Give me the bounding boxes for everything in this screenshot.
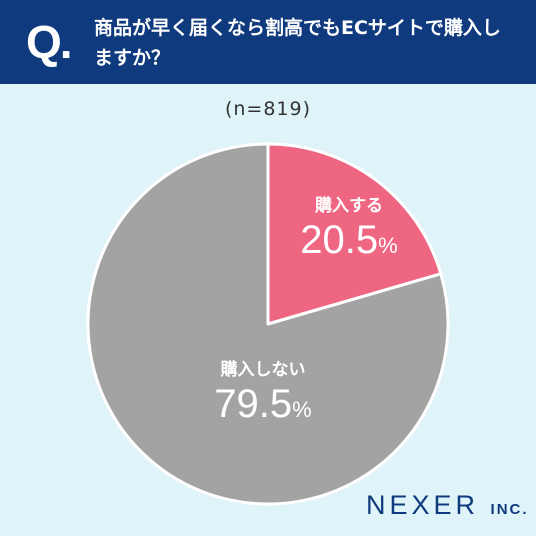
slice-name-buy: 購入する — [315, 196, 383, 216]
slice-not-buy — [86, 142, 450, 506]
question-header: Q. 商品が早く届くなら割高でもECサイトで購入しますか？ — [0, 0, 536, 84]
question-mark: Q. — [26, 16, 73, 68]
slice-name-not-buy: 購入しない — [220, 360, 306, 380]
slice-value-buy: 20.5% — [300, 218, 398, 262]
slice-value-not-buy: 79.5% — [214, 382, 312, 426]
slice-label-buy: 購入する 20.5% — [278, 194, 420, 268]
sample-size: (n=819) — [224, 98, 312, 120]
question-text: 商品が早く届くなら割高でもECサイトで購入しますか？ — [94, 17, 501, 69]
slice-buy — [266, 142, 443, 326]
nexer-logo: NEXER INC. — [366, 490, 529, 520]
slice-label-not-buy: 購入しない 79.5% — [188, 358, 338, 432]
